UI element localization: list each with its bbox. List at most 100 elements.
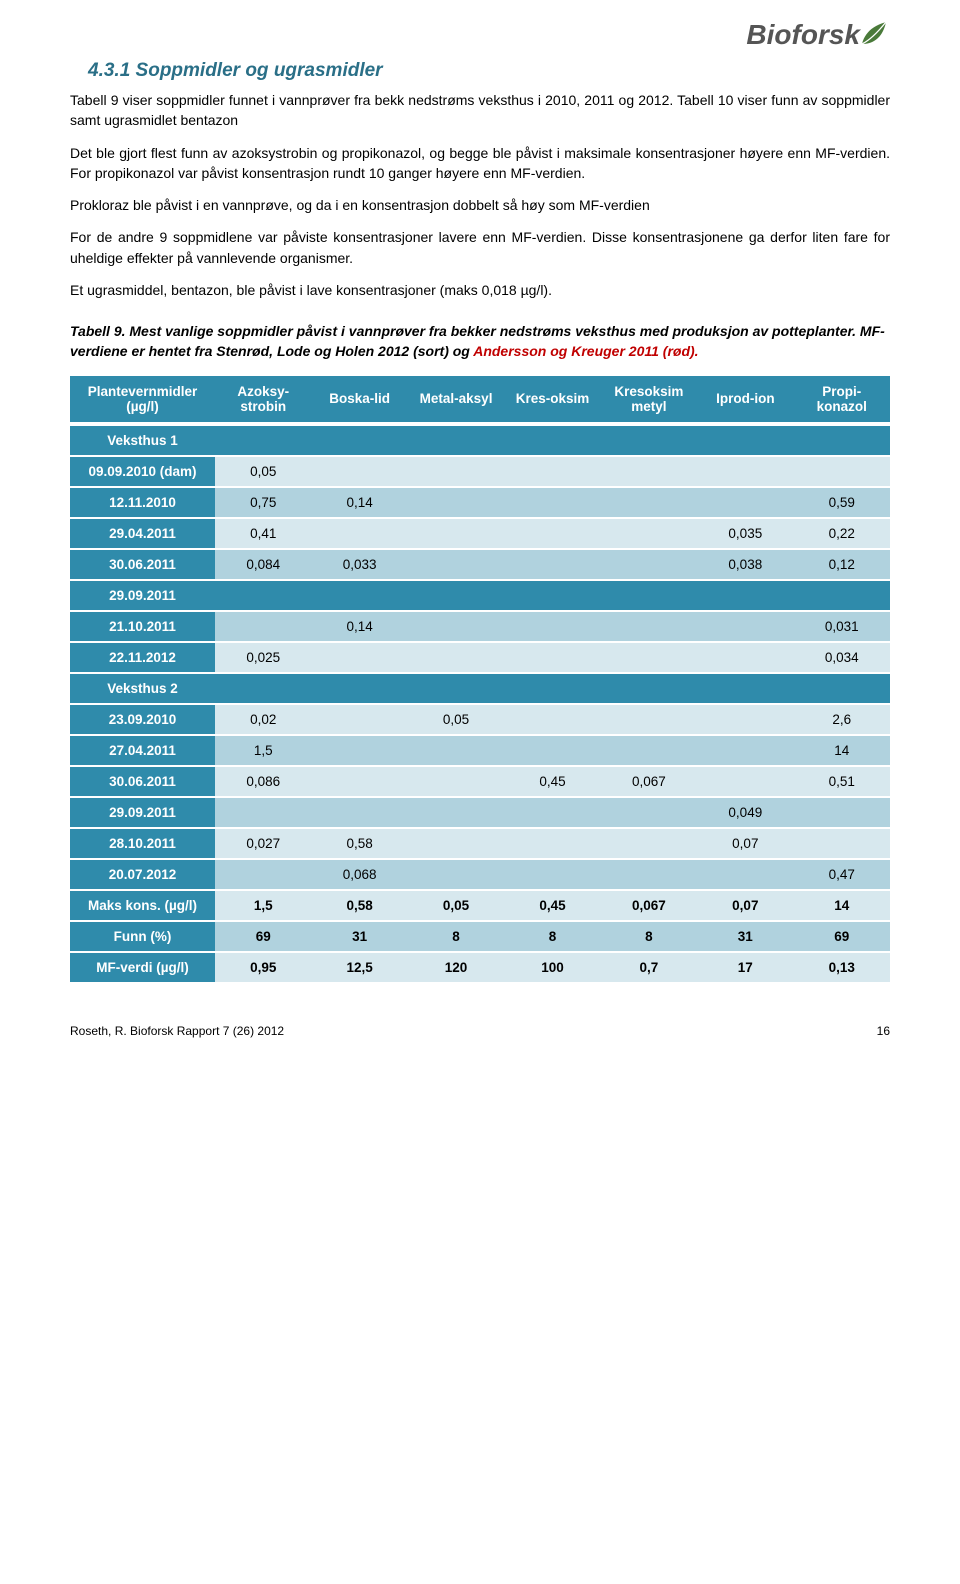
cell: [794, 797, 890, 828]
table-row: 30.06.20110,086 0,450,067 0,51: [70, 766, 890, 797]
cell: [601, 424, 697, 456]
cell: [697, 487, 793, 518]
cell: 0,031: [794, 611, 890, 642]
cell: [504, 424, 600, 456]
table-row: Maks kons. (µg/l)1,50,580,050,450,0670,0…: [70, 890, 890, 921]
table-row: 21.10.20110,140,031: [70, 611, 890, 642]
table-row: Funn (%)69318883169: [70, 921, 890, 952]
footer-citation: Roseth, R. Bioforsk Rapport 7 (26) 2012: [70, 1024, 284, 1038]
cell: 0,47: [794, 859, 890, 890]
cell: [697, 766, 793, 797]
table-caption: Tabell 9. Mest vanlige soppmidler påvist…: [70, 322, 890, 361]
cell: 8: [408, 921, 504, 952]
cell: [408, 424, 504, 456]
row-label: 23.09.2010: [70, 704, 215, 735]
cell: [697, 611, 793, 642]
cell: 0,51: [794, 766, 890, 797]
row-label: 12.11.2010: [70, 487, 215, 518]
cell: [794, 456, 890, 487]
leaf-icon: [856, 18, 890, 52]
cell: [408, 797, 504, 828]
cell: [794, 673, 890, 704]
cell: [408, 518, 504, 549]
cell: [601, 859, 697, 890]
cell: 12,5: [311, 952, 407, 983]
cell: 0,035: [697, 518, 793, 549]
cell: [504, 549, 600, 580]
cell: 31: [311, 921, 407, 952]
row-label: 29.09.2011: [70, 580, 215, 611]
cell: [311, 673, 407, 704]
page-footer: Roseth, R. Bioforsk Rapport 7 (26) 2012 …: [70, 1024, 890, 1038]
cell: [311, 456, 407, 487]
cell: [408, 859, 504, 890]
cell: [601, 797, 697, 828]
row-label: Veksthus 2: [70, 673, 215, 704]
cell: 14: [794, 735, 890, 766]
cell: 1,5: [215, 890, 311, 921]
paragraph: Et ugrasmiddel, bentazon, ble påvist i l…: [70, 280, 890, 300]
col-header: Kresoksim metyl: [601, 374, 697, 424]
cell: [601, 828, 697, 859]
cell: [408, 580, 504, 611]
brand-logo: Bioforsk: [746, 18, 890, 52]
cell: [408, 642, 504, 673]
table-row: 22.11.20120,0250,034: [70, 642, 890, 673]
caption-red: Andersson og Kreuger 2011 (rød).: [473, 343, 698, 359]
cell: 0,58: [311, 890, 407, 921]
table-row: MF-verdi (µg/l)0,9512,51201000,7170,13: [70, 952, 890, 983]
row-label: Funn (%): [70, 921, 215, 952]
cell: [601, 735, 697, 766]
cell: [311, 735, 407, 766]
row-label: 20.07.2012: [70, 859, 215, 890]
cell: [408, 456, 504, 487]
cell: [504, 456, 600, 487]
cell: 0,07: [697, 890, 793, 921]
cell: 0,049: [697, 797, 793, 828]
cell: [697, 735, 793, 766]
table-row: 23.09.20100,020,052,6: [70, 704, 890, 735]
cell: [311, 642, 407, 673]
cell: 0,45: [504, 766, 600, 797]
cell: [601, 518, 697, 549]
cell: 0,05: [408, 890, 504, 921]
cell: [697, 673, 793, 704]
cell: [504, 518, 600, 549]
table-row: Veksthus 2: [70, 673, 890, 704]
cell: [504, 580, 600, 611]
cell: [408, 766, 504, 797]
cell: [408, 673, 504, 704]
cell: [794, 424, 890, 456]
cell: 0,75: [215, 487, 311, 518]
cell: [215, 580, 311, 611]
paragraph: Tabell 9 viser soppmidler funnet i vannp…: [70, 90, 890, 131]
cell: 0,067: [601, 766, 697, 797]
cell: [408, 611, 504, 642]
cell: 0,12: [794, 549, 890, 580]
cell: [601, 673, 697, 704]
cell: 0,7: [601, 952, 697, 983]
cell: [601, 487, 697, 518]
table-row: Veksthus 1: [70, 424, 890, 456]
cell: 120: [408, 952, 504, 983]
row-label: 30.06.2011: [70, 766, 215, 797]
row-label: 22.11.2012: [70, 642, 215, 673]
row-label: Maks kons. (µg/l): [70, 890, 215, 921]
cell: [504, 859, 600, 890]
col-header: Azoksy-strobin: [215, 374, 311, 424]
table-row: 27.04.20111,514: [70, 735, 890, 766]
cell: 0,59: [794, 487, 890, 518]
col-header: Iprod-ion: [697, 374, 793, 424]
paragraph: Prokloraz ble påvist i en vannprøve, og …: [70, 195, 890, 215]
row-label: 27.04.2011: [70, 735, 215, 766]
cell: 0,027: [215, 828, 311, 859]
col-header: Kres-oksim: [504, 374, 600, 424]
cell: [601, 611, 697, 642]
cell: [504, 828, 600, 859]
cell: [697, 642, 793, 673]
logo-text: Bioforsk: [746, 19, 860, 51]
cell: 0,086: [215, 766, 311, 797]
cell: 2,6: [794, 704, 890, 735]
cell: 14: [794, 890, 890, 921]
cell: [601, 642, 697, 673]
